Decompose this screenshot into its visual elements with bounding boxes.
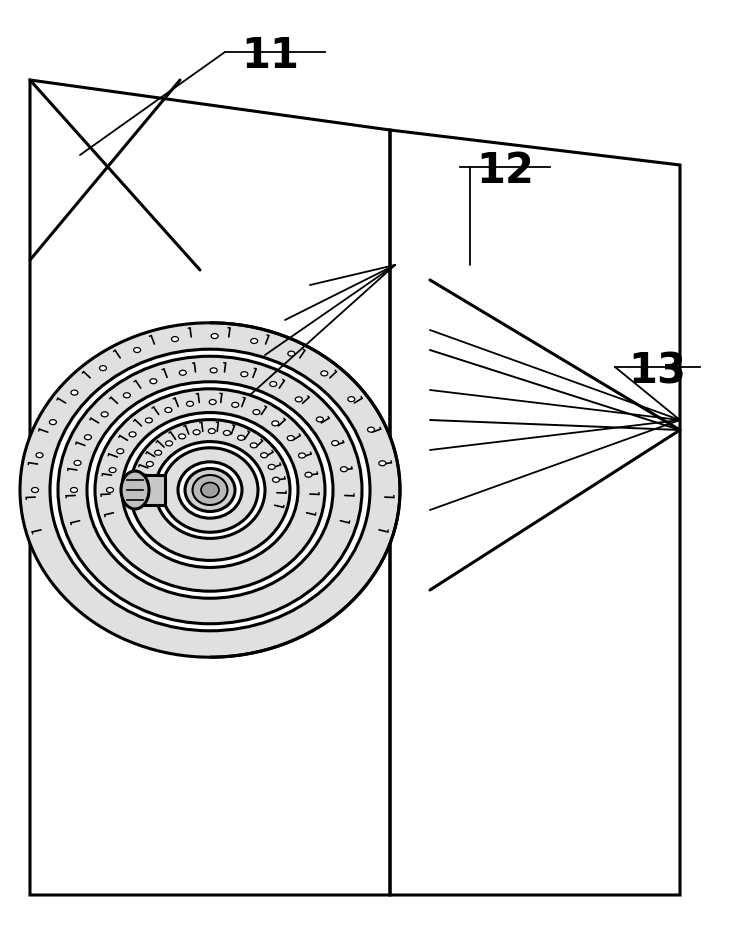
Ellipse shape bbox=[70, 487, 78, 493]
Ellipse shape bbox=[20, 323, 400, 657]
Ellipse shape bbox=[84, 435, 92, 440]
Ellipse shape bbox=[341, 466, 347, 472]
Ellipse shape bbox=[238, 435, 245, 440]
Ellipse shape bbox=[146, 418, 152, 423]
Ellipse shape bbox=[122, 412, 298, 568]
Ellipse shape bbox=[251, 443, 257, 447]
Ellipse shape bbox=[223, 430, 231, 435]
Ellipse shape bbox=[101, 411, 108, 417]
Ellipse shape bbox=[299, 453, 305, 458]
Ellipse shape bbox=[50, 420, 56, 425]
Ellipse shape bbox=[180, 371, 186, 375]
Ellipse shape bbox=[140, 487, 146, 493]
Ellipse shape bbox=[36, 452, 43, 458]
Ellipse shape bbox=[141, 474, 149, 479]
Ellipse shape bbox=[20, 323, 400, 657]
Ellipse shape bbox=[287, 351, 295, 356]
Ellipse shape bbox=[154, 450, 162, 455]
Ellipse shape bbox=[305, 472, 312, 477]
Ellipse shape bbox=[367, 428, 375, 432]
Ellipse shape bbox=[241, 372, 248, 376]
Ellipse shape bbox=[50, 349, 370, 630]
Ellipse shape bbox=[117, 448, 123, 454]
Ellipse shape bbox=[109, 467, 116, 473]
Ellipse shape bbox=[268, 465, 275, 469]
Ellipse shape bbox=[261, 453, 268, 458]
Ellipse shape bbox=[71, 391, 78, 395]
Ellipse shape bbox=[316, 417, 323, 422]
Text: 12: 12 bbox=[476, 150, 534, 192]
Ellipse shape bbox=[210, 368, 217, 373]
Ellipse shape bbox=[106, 487, 114, 493]
Ellipse shape bbox=[146, 462, 154, 466]
Ellipse shape bbox=[150, 378, 157, 384]
Ellipse shape bbox=[272, 421, 279, 426]
Ellipse shape bbox=[270, 381, 276, 387]
Ellipse shape bbox=[178, 462, 242, 519]
Ellipse shape bbox=[209, 399, 217, 405]
Ellipse shape bbox=[155, 442, 265, 538]
Ellipse shape bbox=[58, 356, 362, 624]
Ellipse shape bbox=[123, 392, 130, 398]
Ellipse shape bbox=[379, 461, 386, 465]
Ellipse shape bbox=[32, 487, 38, 493]
Ellipse shape bbox=[321, 371, 328, 375]
Text: 13: 13 bbox=[628, 350, 686, 392]
Ellipse shape bbox=[193, 429, 200, 435]
Ellipse shape bbox=[165, 408, 172, 412]
Ellipse shape bbox=[121, 471, 149, 509]
Ellipse shape bbox=[134, 348, 140, 353]
Ellipse shape bbox=[171, 337, 179, 341]
Ellipse shape bbox=[95, 389, 325, 592]
Ellipse shape bbox=[129, 432, 136, 437]
Ellipse shape bbox=[273, 477, 279, 483]
Ellipse shape bbox=[251, 338, 258, 343]
Ellipse shape bbox=[201, 483, 219, 498]
Ellipse shape bbox=[208, 428, 215, 433]
Ellipse shape bbox=[296, 397, 302, 402]
Ellipse shape bbox=[166, 441, 172, 446]
Ellipse shape bbox=[332, 441, 338, 446]
Ellipse shape bbox=[348, 396, 355, 402]
Ellipse shape bbox=[185, 468, 235, 512]
Ellipse shape bbox=[162, 447, 258, 532]
Ellipse shape bbox=[232, 402, 239, 408]
Ellipse shape bbox=[253, 410, 260, 414]
Ellipse shape bbox=[74, 461, 81, 465]
Ellipse shape bbox=[130, 420, 290, 560]
Ellipse shape bbox=[186, 401, 194, 407]
Ellipse shape bbox=[192, 475, 228, 505]
Ellipse shape bbox=[211, 334, 218, 338]
Polygon shape bbox=[135, 475, 165, 505]
Ellipse shape bbox=[100, 366, 106, 371]
Ellipse shape bbox=[179, 434, 185, 439]
Ellipse shape bbox=[87, 382, 333, 598]
Text: 11: 11 bbox=[241, 35, 299, 77]
Ellipse shape bbox=[287, 435, 294, 441]
